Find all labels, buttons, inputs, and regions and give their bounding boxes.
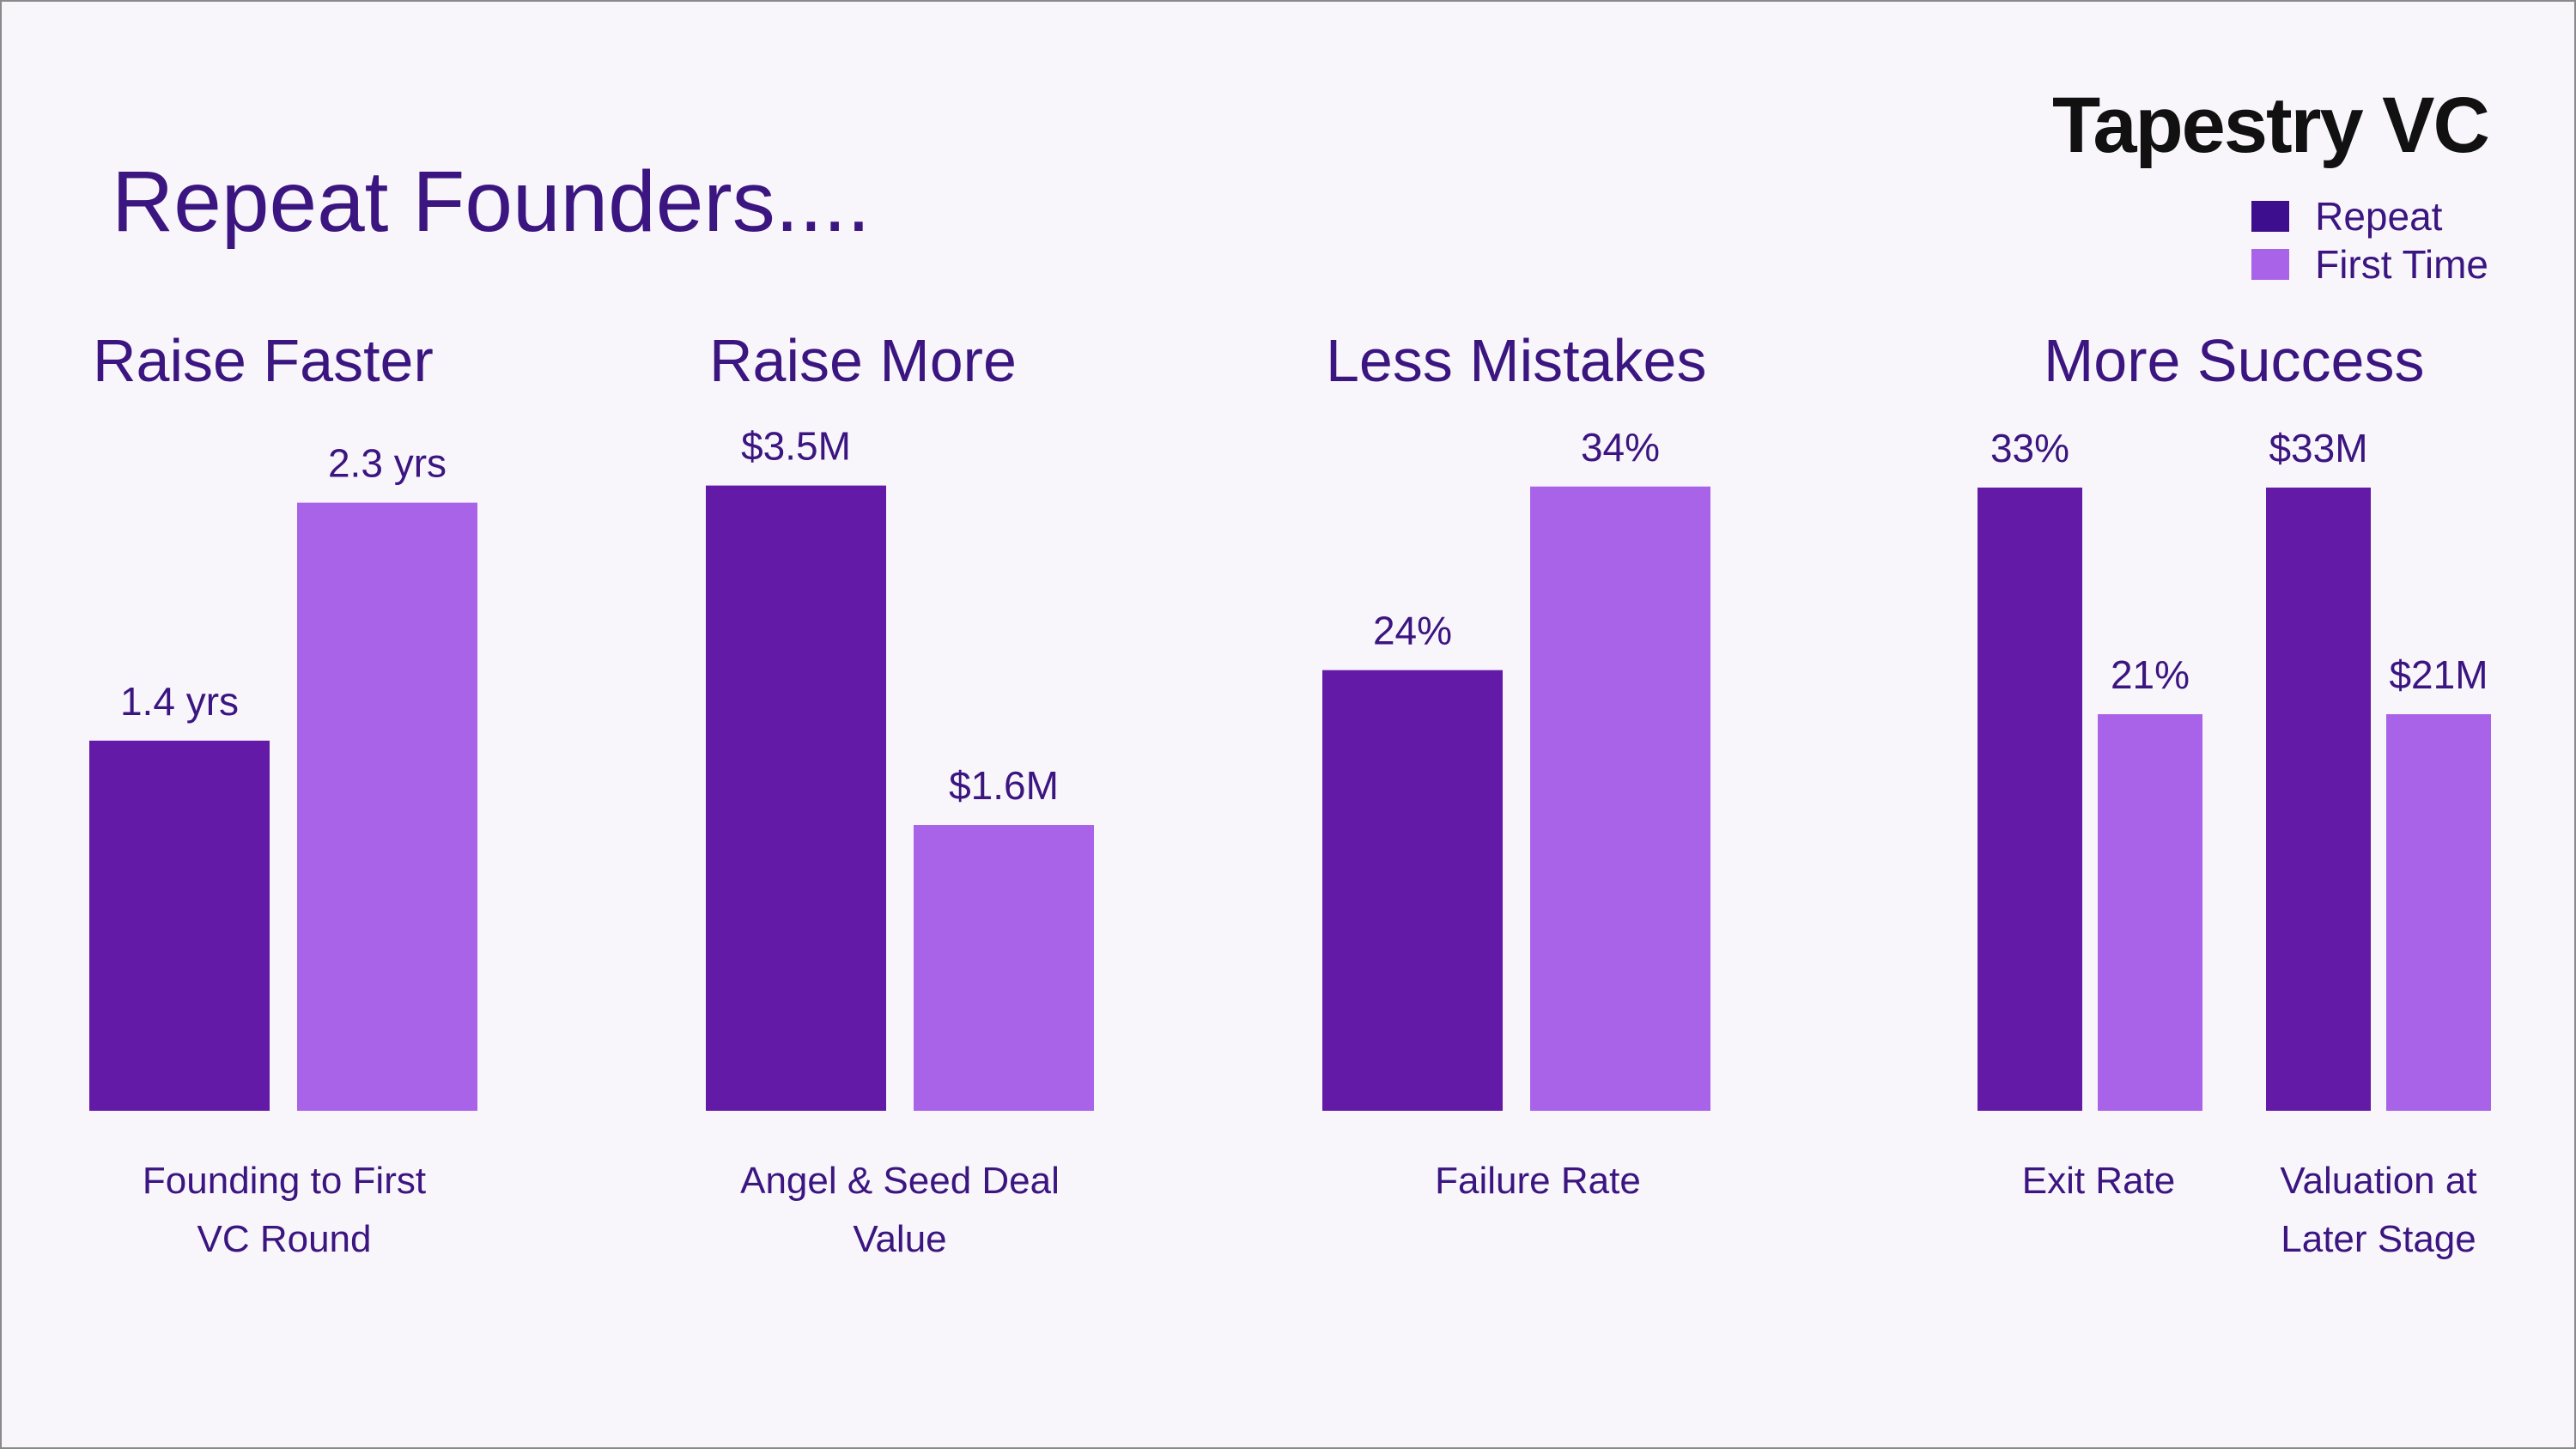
- data-label-first-time: 21%: [2111, 652, 2190, 697]
- data-label-repeat: 1.4 yrs: [120, 679, 239, 724]
- chart-panel-2: Raise More $3.5M $1.6M Angel & Seed Deal Val…: [706, 327, 1094, 1260]
- bar-first-time: [2098, 714, 2202, 1111]
- legend-item-first-time: First Time: [2251, 240, 2488, 288]
- chart-panel-1: Raise Faster 1.4 yrs 2.3 yrs Founding to Fi…: [89, 327, 477, 1260]
- chart-panel-3: Less Mistakes 24% 34% Failure Rate: [1322, 327, 1710, 1202]
- bar-repeat: [89, 740, 270, 1111]
- category-label: Valuation at: [2280, 1160, 2476, 1202]
- panel-title: Less Mistakes: [1326, 327, 1706, 394]
- panel-title: Raise Faster: [93, 327, 434, 394]
- chart-panel-4: More Success 33% 21% Exit Rate $33M $21M Valua…: [1978, 327, 2491, 1260]
- data-label-first-time: 34%: [1581, 425, 1660, 470]
- bar-repeat: [706, 485, 886, 1111]
- category-label: Angel & Seed Deal: [740, 1160, 1060, 1202]
- legend-swatch-first-time: [2251, 249, 2290, 280]
- legend-swatch-repeat: [2251, 201, 2290, 232]
- data-label-repeat: 33%: [1990, 426, 2069, 470]
- bar-repeat: [1322, 670, 1503, 1111]
- data-label-repeat: $3.5M: [741, 424, 851, 469]
- legend-label-repeat: Repeat: [2315, 194, 2443, 239]
- category-label: Founding to First: [143, 1160, 426, 1202]
- category-label: VC Round: [197, 1218, 371, 1260]
- category-label: Later Stage: [2281, 1218, 2476, 1260]
- legend: Repeat First Time: [2251, 192, 2488, 288]
- legend-label-first-time: First Time: [2315, 242, 2488, 287]
- data-label-repeat: $33M: [2269, 426, 2367, 470]
- data-label-first-time: $21M: [2389, 652, 2488, 697]
- bar-repeat: [2266, 488, 2371, 1111]
- brand-logo: Tapestry VC: [2051, 82, 2490, 169]
- data-label-first-time: 2.3 yrs: [328, 441, 447, 486]
- bar-first-time: [297, 502, 477, 1111]
- panel-title: Raise More: [709, 327, 1017, 394]
- bar-repeat: [1978, 488, 2082, 1111]
- category-label: Value: [853, 1218, 946, 1260]
- category-label: Failure Rate: [1435, 1160, 1641, 1202]
- bar-first-time: [2386, 714, 2491, 1111]
- bar-first-time: [914, 825, 1094, 1111]
- panel-title: More Success: [2044, 327, 2424, 394]
- data-label-repeat: 24%: [1373, 609, 1452, 653]
- legend-item-repeat: Repeat: [2251, 192, 2488, 240]
- bar-first-time: [1530, 486, 1710, 1111]
- data-label-first-time: $1.6M: [949, 763, 1059, 808]
- category-label: Exit Rate: [2022, 1160, 2176, 1202]
- slide-title: Repeat Founders....: [112, 154, 871, 250]
